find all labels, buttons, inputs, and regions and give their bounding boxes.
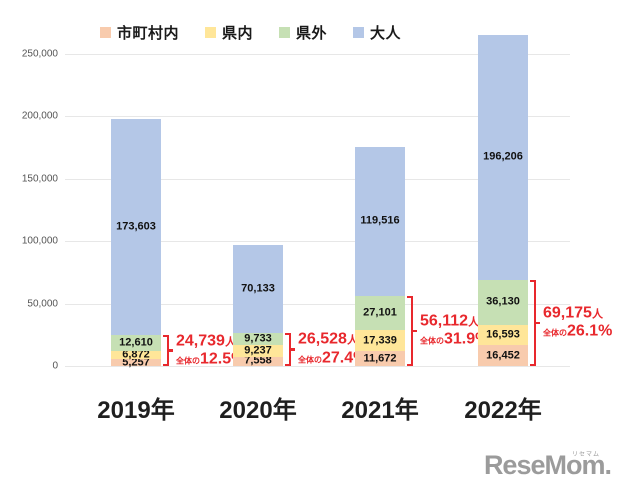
- bar-segment-value: 16,452: [486, 349, 520, 362]
- bar-segment-value: 16,593: [486, 328, 520, 341]
- subtotal-bracket: [407, 295, 417, 366]
- x-axis-label-2022年: 2022年: [464, 397, 542, 424]
- subtotal-bracket: [163, 335, 173, 366]
- bar-segment-県外: 27,101: [355, 296, 405, 330]
- bar-segment-value: 70,133: [241, 282, 275, 295]
- annotation-people: 56,112人: [420, 313, 489, 331]
- x-axis-label-2021年: 2021年: [341, 397, 419, 424]
- legend-label: 大人: [370, 25, 402, 42]
- legend: 市町村内 県内 県外 大人: [100, 22, 401, 43]
- legend-item-3: 県外: [279, 22, 327, 43]
- stacked-bar-2019年: 5,257 6,872 12,610 173,603: [111, 118, 161, 369]
- gridline: [65, 178, 570, 180]
- x-axis-label-2019年: 2019年: [97, 397, 175, 424]
- bracket-nub: [167, 349, 173, 352]
- subtotal-bracket: [285, 332, 295, 366]
- bracket-nub: [411, 329, 417, 333]
- watermark-ruby-text: リセマム: [571, 452, 600, 458]
- bar-segment-value: 6,872: [122, 348, 150, 361]
- annotation-percent-value: 26.1%: [567, 322, 613, 340]
- bar-segment-value: 27,101: [363, 306, 397, 319]
- legend-item-4: 大人: [353, 22, 401, 43]
- annotation-percent-prefix: 全体の: [420, 336, 444, 346]
- bar-segment-value: 9,733: [244, 332, 272, 345]
- legend-swatch-icon: [205, 27, 217, 38]
- annotation-people-unit: 人: [224, 336, 236, 349]
- legend-swatch-icon: [100, 27, 111, 38]
- bar-segment-value: 17,339: [363, 334, 397, 347]
- bar-segment-市町村内: 11,672: [355, 351, 405, 366]
- y-axis-tick-label: 150,000: [21, 173, 58, 185]
- legend-label: 県内: [222, 25, 254, 42]
- gridline: [65, 241, 570, 243]
- bar-segment-県内: 16,593: [478, 324, 528, 346]
- legend-label: 市町村内: [117, 25, 180, 42]
- bar-segment-value: 9,237: [244, 344, 272, 357]
- subtotal-annotation: 69,175人 全体の26.1%: [543, 304, 612, 341]
- annotation-people: 26,528人: [298, 331, 367, 349]
- bar-segment-県外: 9,733: [233, 332, 283, 346]
- subtotal-bracket: [530, 279, 540, 366]
- bar-segment-value: 196,206: [483, 150, 523, 163]
- resemom-watermark: リセマム ReseMom.: [484, 450, 612, 481]
- stacked-bar-2020年: 7,558 9,237 9,733 70,133: [233, 245, 283, 366]
- bar-segment-県内: 9,237: [233, 345, 283, 357]
- bar-segment-市町村内: 7,558: [233, 354, 283, 367]
- watermark-logo-text: ReseMom: [483, 450, 606, 480]
- stacked-bar-2022年: 16,452 16,593 36,130 196,206: [478, 34, 528, 366]
- annotation-people-unit: 人: [346, 335, 358, 348]
- gridline: [65, 366, 570, 367]
- annotation-people-number: 26,528: [298, 331, 347, 349]
- y-axis-tick-label: 50,000: [27, 298, 58, 310]
- annotation-percent-prefix: 全体の: [176, 356, 200, 366]
- x-axis-label-2020年: 2020年: [219, 397, 297, 424]
- legend-label: 県外: [296, 25, 328, 42]
- annotation-people-number: 69,175: [543, 304, 592, 322]
- annotation-percent-prefix: 全体の: [298, 355, 322, 365]
- bar-segment-value: 5,257: [122, 356, 150, 369]
- legend-swatch-icon: [279, 27, 291, 38]
- annotation-people: 69,175人: [543, 304, 612, 322]
- annotation-people-unit: 人: [591, 308, 603, 321]
- legend-item-1: 市町村内: [100, 22, 179, 43]
- bar-segment-value: 7,558: [244, 354, 272, 367]
- annotation-people-number: 56,112: [420, 312, 469, 330]
- stacked-bar-2021年: 11,672 17,339 27,101 119,516: [355, 146, 405, 366]
- bar-segment-大人: 196,206: [478, 34, 528, 280]
- bar-segment-value: 119,516: [360, 214, 400, 227]
- bar-segment-県外: 12,610: [111, 335, 161, 351]
- annotation-percent-prefix: 全体の: [543, 328, 567, 338]
- bar-segment-市町村内: 5,257: [111, 356, 161, 369]
- plot-area: 0 50,000 100,000 150,000 200,000 250,000 5,257…: [22, 34, 612, 424]
- bar-segment-大人: 119,516: [355, 146, 405, 296]
- bar-segment-県内: 6,872: [111, 348, 161, 361]
- gridline: [65, 116, 570, 118]
- bar-segment-大人: 70,133: [233, 245, 283, 333]
- bar-segment-value: 11,672: [363, 352, 397, 365]
- y-axis-tick-label: 0: [52, 360, 58, 372]
- watermark-logo-dot: .: [604, 450, 612, 480]
- bar-segment-value: 173,603: [116, 220, 156, 233]
- gridline: [65, 54, 570, 55]
- gridline: [65, 303, 570, 305]
- bar-segment-県内: 17,339: [355, 329, 405, 352]
- annotation-people-number: 24,739: [176, 332, 225, 350]
- y-axis-tick-label: 200,000: [21, 110, 58, 122]
- bar-segment-value: 36,130: [486, 295, 520, 308]
- bracket-nub: [289, 348, 295, 351]
- annotation-people: 24,739人: [176, 332, 245, 350]
- annotation-people-unit: 人: [468, 316, 480, 329]
- bar-segment-value: 12,610: [119, 336, 153, 349]
- bar-segment-県外: 36,130: [478, 279, 528, 325]
- annotation-percent: 全体の26.1%: [543, 323, 612, 341]
- bar-segment-大人: 173,603: [111, 118, 161, 336]
- bracket-nub: [534, 321, 540, 325]
- bar-segment-市町村内: 16,452: [478, 345, 528, 366]
- y-axis-tick-label: 250,000: [21, 48, 58, 60]
- y-axis-tick-label: 100,000: [21, 235, 58, 247]
- legend-item-2: 県内: [205, 22, 253, 43]
- legend-swatch-icon: [353, 27, 365, 38]
